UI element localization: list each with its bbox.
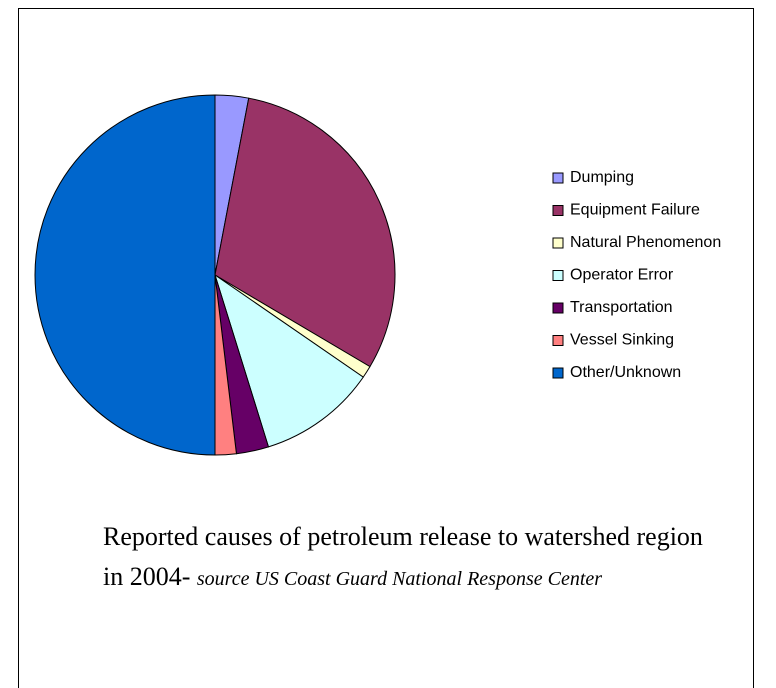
caption: Reported causes of petroleum release to … (103, 517, 723, 599)
legend-swatch (552, 367, 564, 379)
legend-swatch (552, 302, 564, 314)
legend-label: Natural Phenomenon (570, 234, 721, 251)
legend-label: Operator Error (570, 267, 674, 284)
legend-label: Transportation (570, 299, 673, 316)
legend-label: Other/Unknown (570, 364, 681, 381)
legend-swatch (552, 237, 564, 249)
legend-swatch (552, 205, 564, 216)
pie-slice (34, 94, 216, 456)
legend-swatch (552, 270, 564, 281)
legend-label: Dumping (570, 169, 634, 186)
legend-swatch (552, 172, 564, 184)
source-note: source US Coast Guard National Response … (196, 568, 603, 590)
pie-slice (214, 97, 396, 368)
legend-swatch (552, 335, 564, 346)
pie-slice (214, 273, 364, 448)
legend-label: Vessel Sinking (570, 332, 674, 349)
legend-label: Equipment Failure (570, 202, 700, 219)
chart-frame (18, 8, 754, 688)
chart-title: Reported causes of petroleum release to … (103, 522, 703, 591)
